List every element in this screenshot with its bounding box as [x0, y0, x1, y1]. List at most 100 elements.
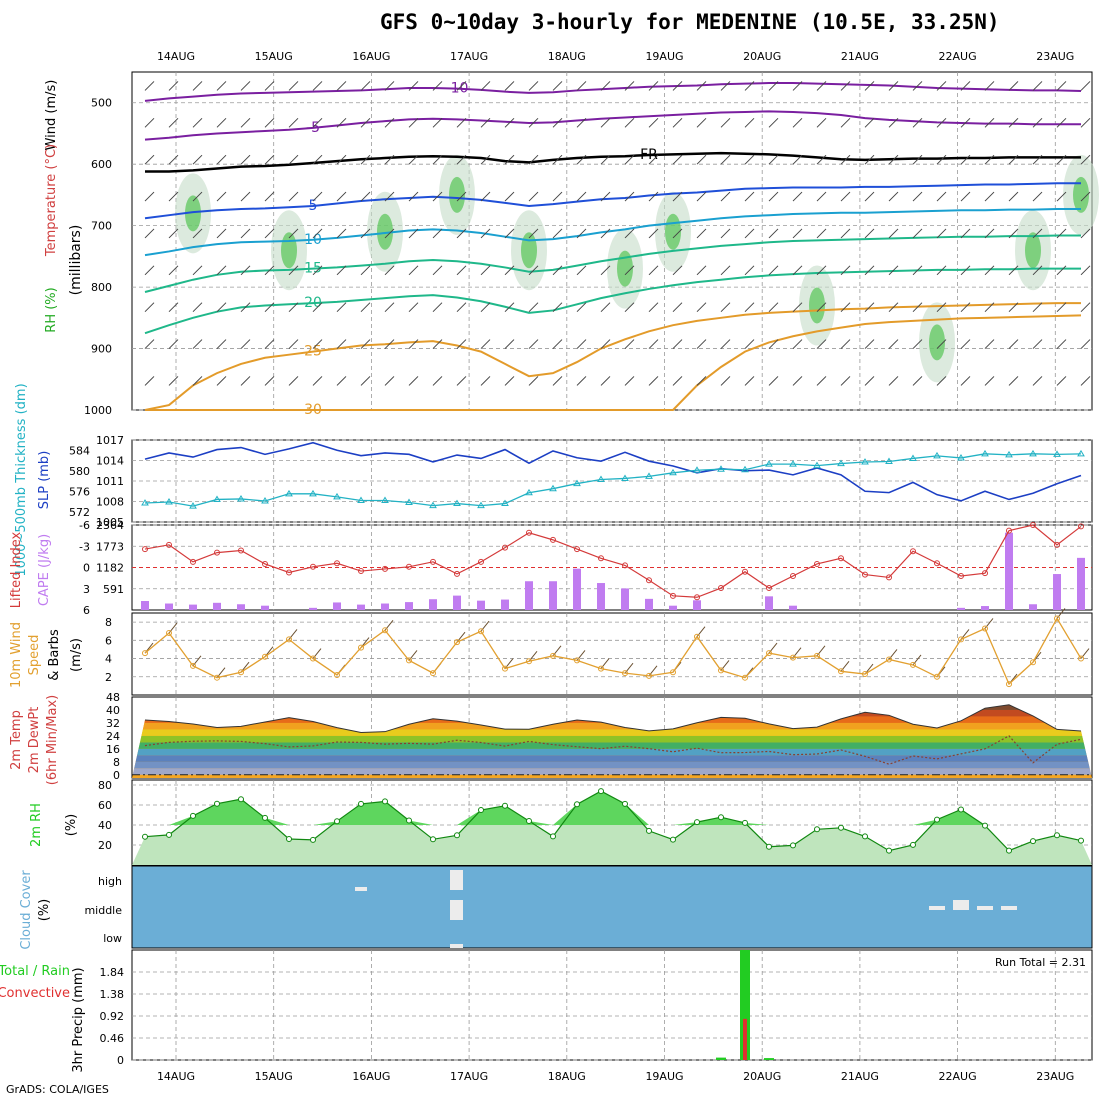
wind-barb [168, 339, 179, 349]
wind-barb [168, 376, 179, 386]
cloud-block [977, 906, 993, 910]
date-label-bottom: 14AUG [157, 1070, 195, 1083]
temp-axis-label: 2m Temp [9, 710, 24, 770]
wind-barb [792, 191, 803, 202]
wind-barb [432, 154, 443, 165]
wind-barb [864, 228, 875, 239]
wind-marker [286, 636, 292, 643]
wind-barb [672, 81, 683, 91]
wind-barb [408, 81, 419, 91]
li-marker [166, 541, 172, 548]
isotherm-line [144, 182, 1081, 220]
wind-barb [1008, 191, 1019, 202]
wind-barb [312, 376, 323, 386]
wind-barb [480, 376, 491, 386]
slp-tick: 1005 [96, 516, 124, 529]
li-tick: 6 [83, 604, 90, 617]
wind-barb [1008, 117, 1019, 128]
wind-tick: 2 [105, 671, 112, 684]
wind-barb [192, 154, 203, 165]
wind-barb [480, 339, 491, 349]
wind-barb [240, 154, 251, 165]
wind-barb [576, 154, 587, 165]
precip-axis-label: 3hr Precip (mm) [71, 967, 86, 1072]
wind-barb [624, 265, 635, 276]
wind-barb [696, 117, 707, 128]
wind-barb [600, 191, 611, 202]
wind-barb [384, 81, 395, 91]
wind-barb [168, 265, 179, 276]
wind-barb [264, 117, 275, 128]
wind-barb [960, 265, 971, 276]
wind-marker [334, 671, 340, 678]
wind-barb [1056, 265, 1067, 276]
wind-barb [912, 154, 923, 165]
wind-barb [1032, 339, 1043, 349]
cape-bar [501, 599, 509, 610]
rh-marker [742, 819, 748, 826]
date-label-top: 22AUG [939, 50, 977, 63]
wind-barb [192, 191, 203, 202]
wind-barb [408, 265, 419, 276]
wind-barb [648, 339, 659, 349]
wind-barb [600, 302, 611, 313]
li-marker [982, 570, 988, 577]
wind-barb [312, 339, 323, 349]
wind-barb [1056, 228, 1067, 239]
slp-tick: 1011 [96, 475, 124, 488]
thickness-marker [501, 499, 509, 507]
wind-barb [144, 81, 155, 91]
rh-marker [1006, 847, 1012, 854]
li-marker [190, 558, 196, 565]
wind-barb [840, 81, 851, 91]
wind-barb [336, 191, 347, 202]
thickness-axis-label: 1000~500mb Thickness (dm) [14, 383, 29, 576]
wind-barb [144, 154, 155, 165]
wind-barb [768, 81, 779, 91]
thickness-marker [453, 499, 461, 507]
wind-barb [864, 302, 875, 313]
pressure-tick: 600 [91, 158, 112, 171]
wind-barb [720, 339, 731, 349]
wind-barb [912, 191, 923, 202]
wind-barb [696, 154, 707, 165]
temperature-axis-label: Temperature (°C) [44, 144, 59, 257]
cape-bar [141, 601, 149, 610]
wind-barb [1080, 302, 1091, 313]
wind-barb [168, 117, 179, 128]
wind-barb [1080, 154, 1091, 165]
wind-barb [312, 302, 323, 313]
wind-barb [552, 191, 563, 202]
wind-barb [672, 339, 683, 349]
thickness-marker [909, 454, 917, 461]
wind-barb [696, 81, 707, 91]
wind-barb [816, 302, 827, 313]
wind-barb [672, 302, 683, 313]
thickness-marker [1029, 449, 1037, 457]
rh-axis-label: RH (%) [44, 287, 59, 332]
wind-barb [768, 191, 779, 202]
cape-bar [525, 581, 533, 610]
li-tick: -3 [79, 540, 90, 553]
wind-barb [672, 376, 683, 386]
wind-barb [504, 81, 515, 91]
wind-barb [720, 81, 731, 91]
thickness-marker [573, 479, 581, 487]
cape-bar [357, 604, 365, 610]
wind-barb [336, 339, 347, 349]
wind-barb [984, 228, 995, 239]
wind-barb [336, 265, 347, 276]
wind-barb [1008, 339, 1019, 349]
wind-barb [360, 228, 371, 239]
wind-barb [360, 154, 371, 165]
date-label-bottom: 23AUG [1036, 1070, 1074, 1083]
thickness-marker [933, 451, 941, 459]
pressure-tick: 900 [91, 343, 112, 356]
wind-barb [576, 117, 587, 128]
wind-barb [984, 339, 995, 349]
wind-barb [792, 376, 803, 386]
wind-barb [744, 302, 755, 313]
rh-marker [670, 836, 676, 843]
cape-bar [957, 607, 965, 610]
wind-barb [528, 376, 539, 386]
